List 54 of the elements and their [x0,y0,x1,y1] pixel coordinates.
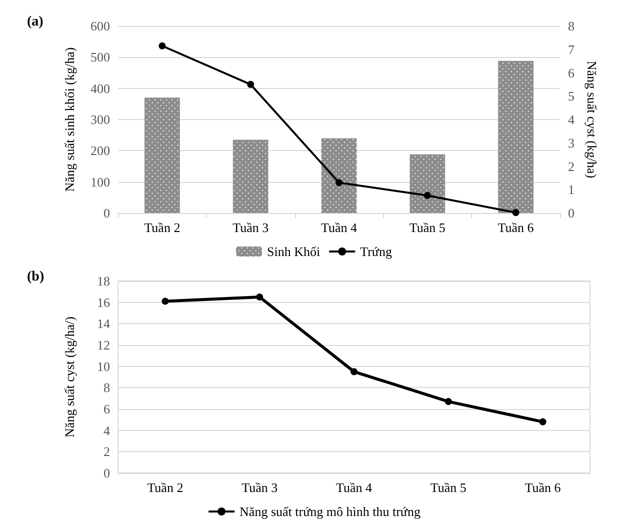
y-tick-label: 400 [90,80,110,96]
point [247,80,254,88]
y-tick-label: 16 [97,294,110,310]
y2-tick-label: 8 [568,18,574,34]
point [539,418,546,426]
y-tick-label: 12 [97,338,110,352]
x-tick-label: Tuần 3 [242,480,278,495]
y2-tick-label: 1 [568,182,574,198]
x-tick-label: Tuần 6 [498,220,534,235]
y2-axis-title: Năng suất cyst (kg/ha) [584,60,600,178]
y-tick-label: 4 [104,422,110,438]
y-tick-label: 100 [90,174,110,190]
y2-tick-label: 7 [568,42,575,57]
x-tick-label: Tuần 6 [524,480,562,495]
y2-tick-label: 0 [568,206,574,220]
point [336,179,342,186]
point [424,192,431,199]
chart-title: (b) [27,270,44,284]
y-tick-label: 300 [90,112,110,127]
x-tick-label: Tuần 4 [336,480,372,495]
x-tick-label: Tuần 5 [409,220,446,235]
y-tick-label: 0 [104,466,110,480]
x-tick-label: Tuần 4 [320,220,358,235]
point [444,398,452,406]
legend-label: Sinh Khối [267,244,321,259]
y-tick-label: 10 [97,358,110,374]
legend-label: Trứng [360,244,392,259]
point [256,294,264,300]
point [350,368,358,376]
y-tick-label: 500 [90,50,110,65]
x-tick-label: Tuần 5 [430,480,466,495]
x-tick-label: Tuần 3 [232,220,269,235]
y-tick-label: 6 [104,402,110,416]
x-tick-label: Tuần 2 [144,220,180,235]
y2-tick-label: 4 [568,112,575,127]
y-tick-label: 0 [104,206,110,220]
y-tick-label: 18 [97,274,110,288]
y-tick-label: 200 [90,143,110,158]
y-tick-label: 8 [104,380,110,396]
y2-tick-label: 3 [568,135,574,150]
x-tick-label: Tuần 2 [147,480,184,495]
y-tick-label: 14 [97,316,110,332]
y2-tick-label: 6 [568,65,575,80]
point [512,209,520,216]
y-tick-label: 600 [90,18,110,34]
y-axis-title: Năng suất sinh khối (kg/ha) [62,47,77,192]
y-axis-title: Năng suất cyst (kg/ha/) [62,316,77,438]
point [158,42,166,50]
y2-tick-label: 2 [568,158,574,174]
point [162,298,169,305]
chart-title: (a) [27,14,44,30]
y-tick-label: 2 [104,444,110,460]
y2-tick-label: 5 [568,88,574,104]
legend-label: Năng suất trứng mô hình thu trứng [240,504,421,519]
